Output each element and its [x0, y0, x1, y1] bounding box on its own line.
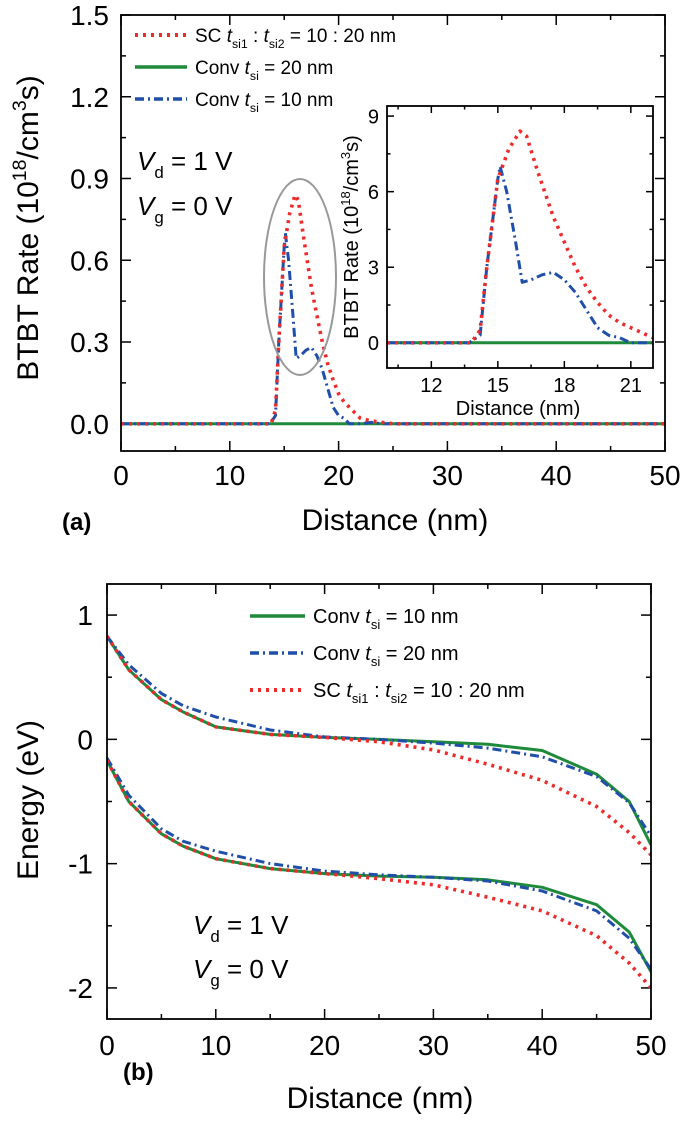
legend-text-part: Conv [195, 58, 245, 79]
panel-a: BTBT Rate (1018/cm3s) Distance (nm) (a) … [9, 75, 580, 537]
a-legend-entry-sc: SC tsi1 : tsi2 = 10 : 20 nm [195, 26, 396, 51]
a-x-tick-label: 50 [649, 460, 680, 491]
panel-b: Energy (eV) Distance (nm) (b) Vd = 1 V V… [12, 720, 473, 1115]
a-series-sc [121, 193, 665, 426]
legend-text-part: = 10 : 20 nm [285, 26, 396, 47]
legend-text-part: = 10 nm [380, 606, 458, 628]
legend-text-part: = 10 : 20 nm [407, 680, 524, 702]
b-legend-entry-sc: SC tsi1 : tsi2 = 10 : 20 nm [313, 680, 525, 706]
b-x-tick-label: 40 [527, 1030, 558, 1061]
legend-text-part: t [245, 58, 251, 79]
legend-text-part: t [227, 26, 233, 47]
b-x-tick-label: 50 [635, 1030, 666, 1061]
y-axis-title-a: BTBT Rate (1018/cm3s) [9, 75, 45, 380]
a-y-tick-label: 1.5 [70, 0, 109, 31]
b-x-tick-label: 10 [200, 1030, 231, 1061]
a-y-tick-label: 1.2 [70, 82, 109, 113]
a-legend-entry-conv20_a: Conv tsi = 20 nm [195, 58, 333, 83]
inset-x-axis-title: Distance (nm) [456, 398, 580, 420]
a-series-conv10_a [121, 231, 665, 426]
vd-annotation-b: Vd = 1 V [193, 910, 289, 946]
b-series-conv20_b-conduction [107, 635, 651, 838]
inset-x-tick-label: 18 [553, 375, 575, 397]
inset-y-tick-label: 9 [368, 106, 379, 128]
inset-series-sc [387, 129, 653, 345]
legend-text-part: si1 [352, 691, 369, 706]
a-x-tick-label: 0 [113, 460, 129, 491]
a-x-tick-label: 10 [214, 460, 245, 491]
b-plot-frame [106, 583, 652, 1020]
a-y-tick-label: 0.3 [70, 327, 109, 358]
a-y-tick-label: 0.6 [70, 245, 109, 276]
legend-text-part: si1 [232, 37, 248, 51]
legend-text-part: si [371, 654, 381, 669]
inset-x-tick-label: 15 [487, 375, 509, 397]
legend-text-part: Conv [313, 606, 365, 628]
a-x-tick-label: 40 [541, 460, 572, 491]
b-series-sc-valence [107, 759, 651, 990]
inset-inset-background [387, 106, 653, 368]
chart-marks: 0 10 20 30 40 500.00.30.60.91.21.5SC tsi1 : t… [68, 0, 680, 1061]
inset-y-tick-label: 3 [368, 257, 379, 279]
panel-label-b: (b) [123, 1059, 154, 1086]
legend-text-part: = 20 nm [259, 58, 333, 79]
legend-text-part: si2 [391, 691, 408, 706]
x-axis-title-a: Distance (nm) [302, 504, 489, 537]
b-x-tick-label: 30 [418, 1030, 449, 1061]
a-legend-entry-conv10_a: Conv tsi = 10 nm [195, 90, 333, 115]
legend-text-part: t [346, 680, 353, 702]
vg-annotation-b: Vg = 0 V [193, 954, 289, 990]
a-x-tick-label: 30 [432, 460, 463, 491]
b-series-conv20_b-valence [107, 757, 651, 971]
legend-text-part: si [250, 69, 259, 83]
legend-text-part: t [365, 606, 372, 628]
b-y-tick-label: -2 [68, 973, 93, 1004]
legend-text-part: Conv [195, 90, 245, 111]
legend-text-part: si [250, 101, 259, 115]
a-y-tick-label: 0.0 [70, 409, 109, 440]
panel-label-a: (a) [62, 509, 91, 536]
legend-text-part: si2 [269, 37, 285, 51]
a-x-tick-label: 20 [323, 460, 354, 491]
b-legend-entry-conv10_b: Conv tsi = 10 nm [313, 606, 459, 632]
legend-text-part: Conv [313, 643, 365, 665]
vg-annotation-a: Vg = 0 V [137, 191, 233, 227]
legend-text-part: t [245, 90, 251, 111]
legend-text-part: t [264, 26, 270, 47]
inset-plot-frame [386, 105, 654, 369]
inset-y-axis-title: BTBT Rate (1018/cm3s) [338, 135, 363, 339]
inset-y-tick-label: 0 [368, 333, 379, 355]
legend-text-part: : [369, 680, 386, 702]
inset-x-tick-label: 12 [420, 375, 442, 397]
legend-text-part: : [248, 26, 264, 47]
b-x-tick-label: 0 [99, 1030, 115, 1061]
b-x-tick-label: 20 [309, 1030, 340, 1061]
b-y-tick-label: 0 [77, 724, 93, 755]
legend-text-part: = 10 nm [259, 90, 333, 111]
legend-text-part: t [385, 680, 392, 702]
vd-annotation-a: Vd = 1 V [137, 146, 233, 182]
inset-x-tick-label: 21 [620, 375, 642, 397]
legend-text-part: SC [195, 26, 227, 47]
b-legend-entry-conv20_b: Conv tsi = 20 nm [313, 643, 459, 669]
a-highlight-ellipse [263, 178, 337, 376]
b-y-tick-label: -1 [68, 849, 93, 880]
x-axis-title-b: Distance (nm) [287, 1082, 474, 1115]
a-y-tick-label: 0.9 [70, 164, 109, 195]
legend-text-part: = 20 nm [380, 643, 458, 665]
y-axis-title-b: Energy (eV) [12, 720, 45, 880]
b-y-tick-label: 1 [77, 600, 93, 631]
inset-y-tick-label: 6 [368, 182, 379, 204]
a-plot-frame [120, 14, 666, 452]
legend-text-part: SC [313, 680, 346, 702]
legend-text-part: si [371, 617, 381, 632]
legend-text-part: t [365, 643, 372, 665]
b-series-sc-conduction [107, 635, 651, 857]
